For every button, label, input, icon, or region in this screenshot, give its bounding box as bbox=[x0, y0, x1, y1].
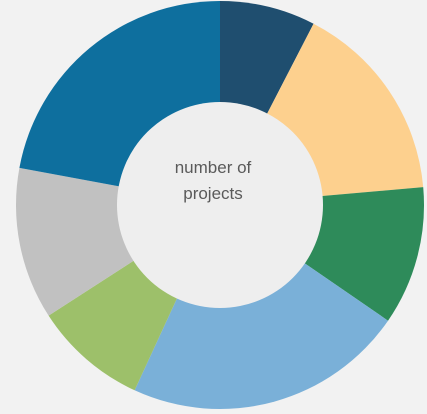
center-label: number of projects bbox=[113, 155, 313, 207]
center-label-line-2: projects bbox=[183, 184, 243, 203]
center-label-line-1: number of bbox=[174, 158, 252, 177]
donut-hole bbox=[117, 102, 323, 308]
